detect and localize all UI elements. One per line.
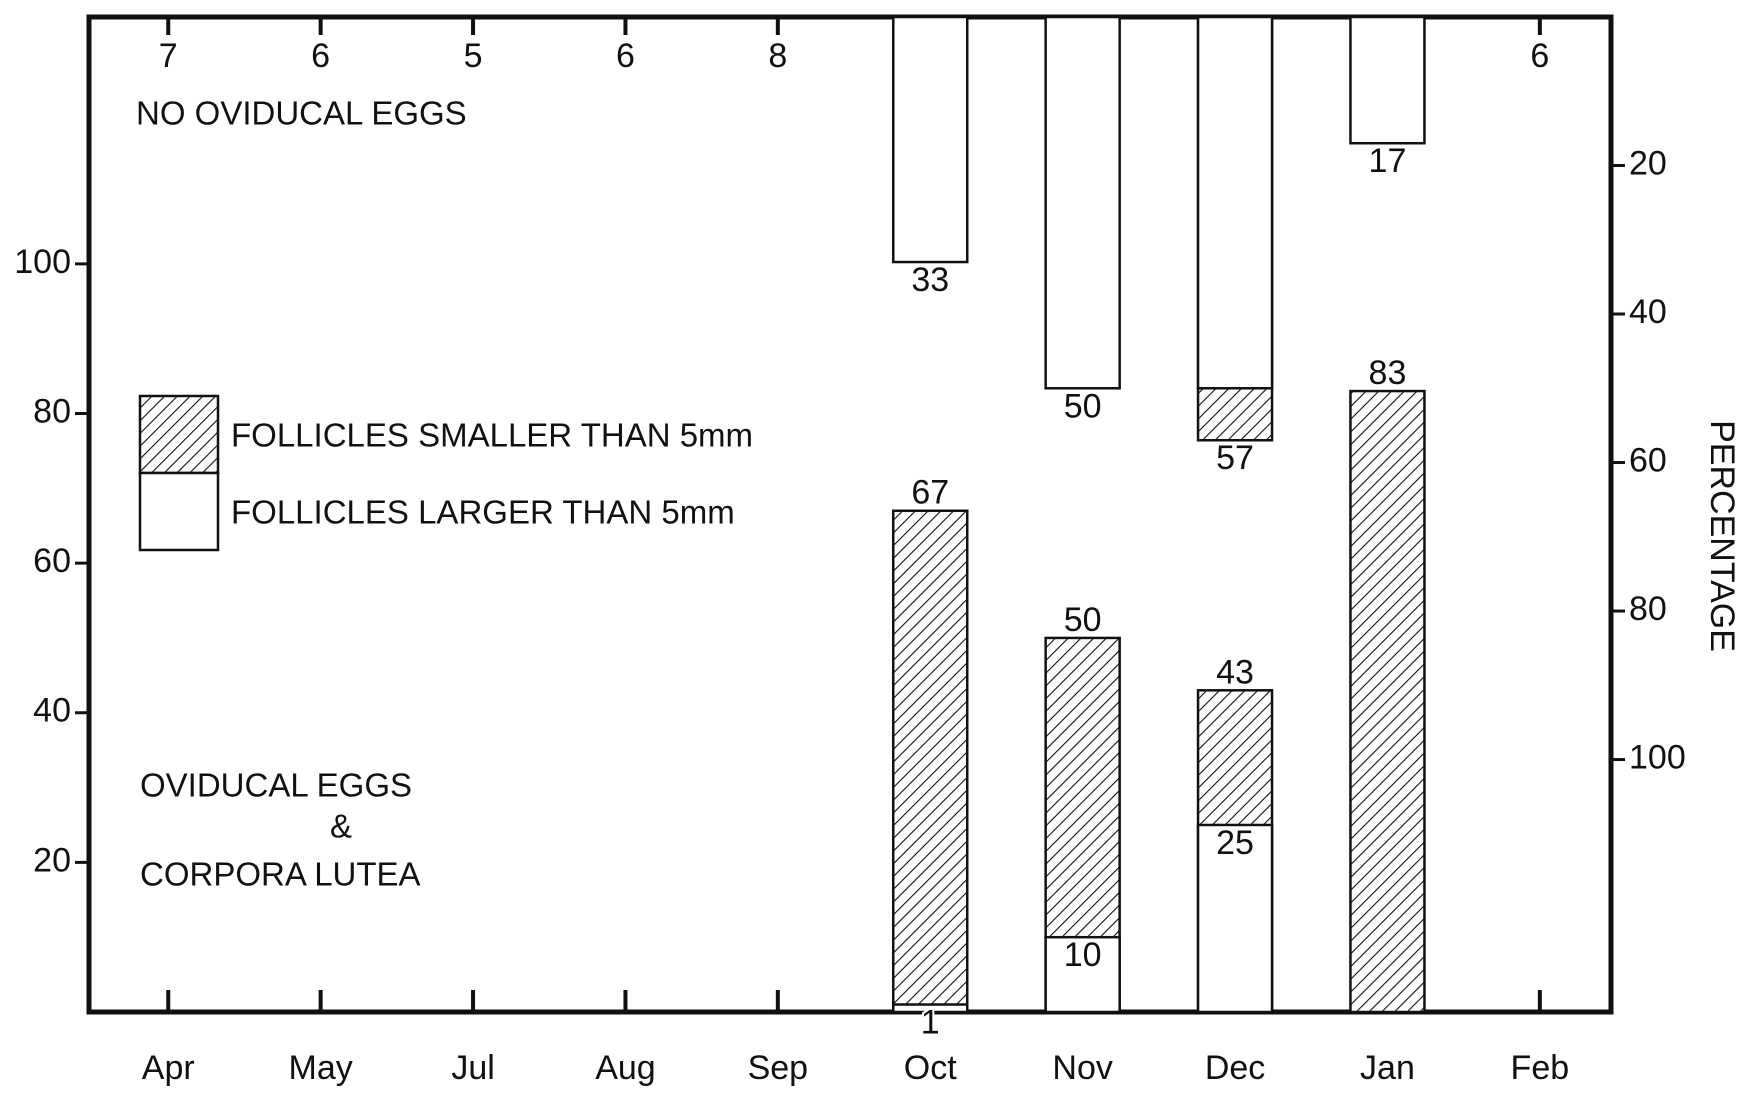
sample-size: 8 [768, 37, 787, 75]
x-tick-label: May [289, 1049, 353, 1087]
value-label: 10 [1064, 936, 1102, 974]
bar [1349, 389, 1426, 1014]
x-tick-label: Dec [1205, 1049, 1265, 1087]
value-label: 17 [1369, 142, 1407, 180]
bar [1349, 15, 1426, 145]
x-tick-label: Jan [1360, 1049, 1415, 1087]
bottom-annotation: OVIDUCAL EGGS [140, 767, 412, 804]
bar [891, 509, 969, 1014]
x-tick-label: Aug [595, 1049, 656, 1087]
sample-size: 6 [616, 37, 635, 75]
value-label: 83 [1369, 354, 1407, 392]
plot-frame [86, 14, 1614, 1015]
bar [891, 15, 969, 264]
y-tick-label: 60 [33, 542, 71, 580]
sample-size: 5 [464, 37, 483, 75]
y-tick-label: 100 [14, 243, 71, 281]
y2-tick-label: 20 [1629, 144, 1667, 182]
value-label: 1 [921, 1004, 940, 1042]
y-tick-label: 80 [33, 392, 71, 430]
y2-tick-label: 80 [1629, 590, 1667, 628]
value-label: 50 [1064, 601, 1102, 639]
bottom-annotation: CORPORA LUTEA [140, 856, 421, 893]
bar [1044, 15, 1121, 390]
y2-axis-label: PERCENTAGE [1703, 420, 1741, 652]
legend-swatch [138, 471, 220, 552]
x-tick-label: Nov [1052, 1049, 1112, 1087]
bar [1196, 15, 1274, 390]
value-label: 33 [911, 261, 949, 299]
y-tick-label: 20 [33, 841, 71, 879]
legend-swatch [138, 394, 220, 475]
x-tick-label: Jul [451, 1049, 494, 1087]
top-annotation: NO OVIDUCAL EGGS [136, 95, 467, 132]
sample-size: 6 [1530, 37, 1549, 75]
value-label: 43 [1216, 653, 1254, 691]
x-tick-label: Oct [904, 1049, 957, 1087]
legend-label: FOLLICLES LARGER THAN 5mm [231, 494, 735, 531]
bottom-annotation: & [330, 808, 352, 845]
value-label: 67 [911, 474, 949, 512]
y2-tick-label: 40 [1629, 293, 1667, 331]
x-tick-label: Sep [748, 1049, 809, 1087]
y2-tick-label: 100 [1629, 739, 1686, 777]
y2-tick-label: 60 [1629, 442, 1667, 480]
x-tick-label: Apr [142, 1049, 195, 1087]
legend-label: FOLLICLES SMALLER THAN 5mm [231, 417, 753, 454]
value-label: 25 [1216, 824, 1254, 862]
value-label: 57 [1216, 439, 1254, 477]
sample-size: 6 [311, 37, 330, 75]
bar [1196, 823, 1274, 1014]
sample-size: 7 [159, 37, 178, 75]
bar [891, 1003, 969, 1014]
bar [1044, 935, 1121, 1014]
x-tick-label: Feb [1511, 1049, 1570, 1087]
value-label: 50 [1064, 387, 1102, 425]
y-tick-label: 40 [33, 692, 71, 730]
